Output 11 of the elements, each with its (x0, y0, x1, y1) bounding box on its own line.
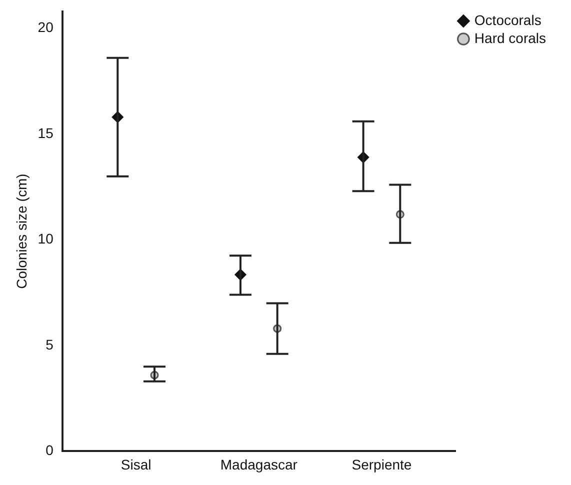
y-tick-label: 10 (38, 230, 54, 247)
x-tick-label: Madagascar (220, 456, 298, 472)
y-axis-title: Colonies size (cm) (13, 174, 30, 289)
legend-label: Octocorals (474, 12, 542, 28)
y-tick-label: 15 (38, 124, 54, 141)
x-tick-label: Serpiente (352, 456, 412, 472)
x-tick-label: Sisal (120, 456, 152, 472)
y-tick-label: 0 (46, 442, 54, 458)
y-tick-label: 20 (38, 19, 54, 36)
legend-label: Hard corals (474, 30, 546, 46)
y-tick-label: 5 (46, 336, 54, 352)
